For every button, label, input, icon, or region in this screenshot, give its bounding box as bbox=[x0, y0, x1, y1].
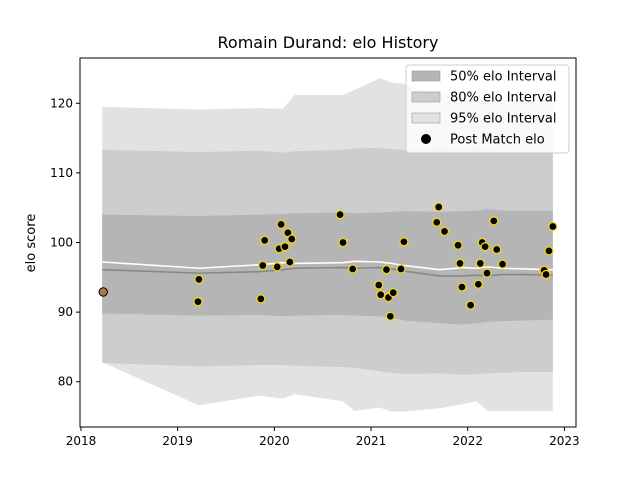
post-match-point-12 bbox=[287, 234, 297, 244]
post-match-point-5 bbox=[260, 235, 270, 246]
y-axis-label: elo score bbox=[24, 214, 39, 273]
x-tick-label-2020: 2020 bbox=[259, 434, 290, 448]
band-50-interval bbox=[102, 209, 553, 325]
post-match-point-35 bbox=[482, 268, 492, 278]
legend-label-0: 50% elo Interval bbox=[450, 70, 557, 85]
legend-marker-3 bbox=[421, 134, 431, 144]
post-match-point-30 bbox=[465, 300, 476, 310]
post-match-point-42 bbox=[548, 221, 558, 232]
post-match-point-23 bbox=[399, 237, 409, 247]
chart-title: Romain Durand: elo History bbox=[218, 33, 439, 52]
legend-label-3: Post Match elo bbox=[450, 133, 545, 148]
x-tick-label-2023: 2023 bbox=[549, 434, 580, 448]
post-match-point-11 bbox=[285, 257, 295, 267]
post-match-point-24 bbox=[432, 217, 442, 227]
post-match-point-14 bbox=[338, 237, 348, 248]
post-match-point-26 bbox=[439, 226, 450, 237]
post-match-point-16 bbox=[374, 280, 384, 290]
post-match-point-21 bbox=[388, 287, 398, 298]
post-match-point-40 bbox=[541, 269, 551, 280]
x-tick-label-2018: 2018 bbox=[66, 434, 97, 448]
post-match-point-13 bbox=[335, 210, 345, 220]
post-match-point-34 bbox=[480, 242, 490, 252]
post-match-point-37 bbox=[492, 244, 502, 255]
legend-label-2: 95% elo Interval bbox=[450, 112, 557, 127]
post-match-point-22 bbox=[396, 264, 406, 274]
post-match-point-0 bbox=[98, 287, 108, 297]
y-tick-label-80: 80 bbox=[58, 375, 73, 389]
post-match-point-9 bbox=[280, 242, 290, 252]
post-match-point-18 bbox=[381, 265, 392, 275]
x-tick-label-2021: 2021 bbox=[356, 434, 387, 448]
post-match-point-2 bbox=[194, 274, 204, 285]
legend-swatch-2 bbox=[411, 112, 441, 124]
y-tick-label-90: 90 bbox=[58, 305, 73, 319]
post-match-point-36 bbox=[489, 216, 499, 226]
legend: 50% elo Interval 80% elo Interval 95% elo … bbox=[405, 64, 570, 154]
legend-box bbox=[405, 64, 570, 154]
post-match-point-25 bbox=[434, 202, 444, 212]
post-match-point-29 bbox=[457, 282, 467, 292]
post-match-point-38 bbox=[497, 259, 508, 269]
post-match-point-31 bbox=[473, 279, 483, 289]
legend-swatch-0 bbox=[411, 70, 441, 82]
plot-area: 2018 2019 2020 2021 2022 2023 80 90 100 110 120 bbox=[50, 57, 580, 448]
post-match-point-41 bbox=[544, 246, 554, 256]
y-tick-label-120: 120 bbox=[50, 96, 73, 110]
x-tick-label-2022: 2022 bbox=[452, 434, 483, 448]
post-match-point-20 bbox=[385, 311, 396, 321]
post-match-point-17 bbox=[376, 290, 386, 300]
x-tick-label-2019: 2019 bbox=[162, 434, 193, 448]
post-match-point-4 bbox=[258, 260, 268, 271]
post-match-point-1 bbox=[193, 297, 203, 307]
post-match-point-27 bbox=[453, 240, 463, 250]
post-match-point-15 bbox=[348, 264, 358, 274]
y-tick-label-100: 100 bbox=[50, 236, 73, 250]
post-match-point-6 bbox=[272, 262, 282, 272]
legend-label-1: 80% elo Interval bbox=[450, 91, 557, 106]
legend-swatch-1 bbox=[411, 91, 441, 103]
post-match-point-8 bbox=[276, 219, 286, 230]
post-match-point-3 bbox=[256, 294, 266, 304]
post-match-point-32 bbox=[475, 258, 485, 269]
post-match-point-28 bbox=[455, 258, 465, 269]
y-tick-label-110: 110 bbox=[50, 166, 73, 180]
